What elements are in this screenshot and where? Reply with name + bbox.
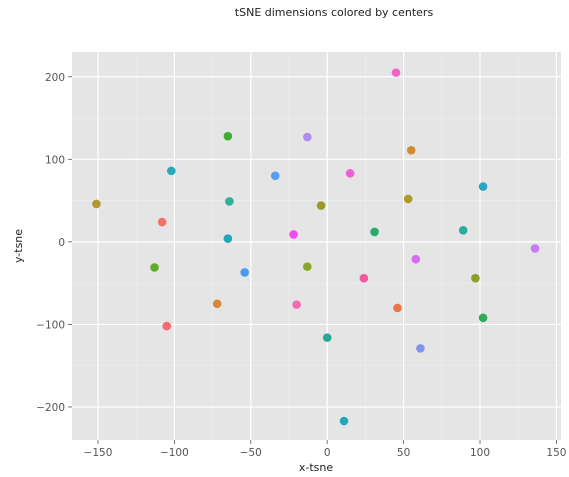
data-point bbox=[322, 333, 332, 342]
data-point bbox=[292, 300, 301, 309]
x-tick-label: 50 bbox=[397, 447, 410, 459]
data-point bbox=[393, 303, 402, 313]
major-gridlines bbox=[72, 52, 561, 440]
data-point bbox=[391, 68, 401, 77]
y-tick-label: 200 bbox=[45, 72, 65, 84]
data-point bbox=[370, 227, 379, 237]
plot-panel bbox=[72, 52, 561, 440]
y-axis-title: y-tsne bbox=[12, 229, 25, 263]
x-tick-label: 100 bbox=[470, 447, 490, 459]
data-point bbox=[92, 199, 101, 209]
x-axis-title: x-tsne bbox=[299, 461, 333, 474]
data-point bbox=[316, 201, 326, 210]
data-point bbox=[411, 254, 421, 264]
data-point bbox=[157, 217, 167, 227]
x-tick-label: −150 bbox=[84, 447, 113, 459]
data-point bbox=[289, 230, 298, 239]
data-point bbox=[167, 166, 176, 176]
data-point bbox=[150, 263, 159, 272]
data-point bbox=[416, 344, 425, 353]
data-point bbox=[458, 226, 468, 235]
x-tick-label: 0 bbox=[324, 447, 331, 459]
y-axis-ticks: −200 −100 0 100 200 bbox=[36, 72, 72, 414]
data-point bbox=[339, 416, 349, 426]
data-point bbox=[359, 273, 369, 283]
y-tick-label: 100 bbox=[45, 154, 65, 166]
data-point bbox=[403, 194, 413, 204]
x-tick-label: −50 bbox=[240, 447, 262, 459]
chart-title: tSNE dimensions colored by centers bbox=[235, 6, 434, 19]
data-point bbox=[162, 321, 172, 331]
data-points bbox=[92, 68, 540, 426]
y-tick-label: −200 bbox=[36, 402, 65, 414]
data-point bbox=[303, 132, 312, 142]
x-tick-label: 150 bbox=[546, 447, 566, 459]
data-point bbox=[478, 313, 488, 323]
data-point bbox=[478, 182, 488, 191]
data-point bbox=[225, 197, 234, 206]
data-point bbox=[345, 169, 355, 178]
data-point bbox=[223, 234, 233, 243]
data-point bbox=[212, 299, 222, 309]
data-point bbox=[303, 262, 312, 271]
data-point bbox=[406, 145, 416, 155]
x-tick-label: −100 bbox=[160, 447, 189, 459]
data-point bbox=[270, 171, 280, 181]
data-point bbox=[223, 131, 233, 141]
x-axis-ticks: −150 −100 −50 0 50 100 150 bbox=[84, 440, 566, 459]
data-point bbox=[471, 273, 480, 283]
data-point bbox=[240, 268, 249, 277]
y-tick-label: 0 bbox=[58, 237, 65, 249]
data-point bbox=[530, 244, 540, 253]
y-tick-label: −100 bbox=[36, 319, 65, 331]
